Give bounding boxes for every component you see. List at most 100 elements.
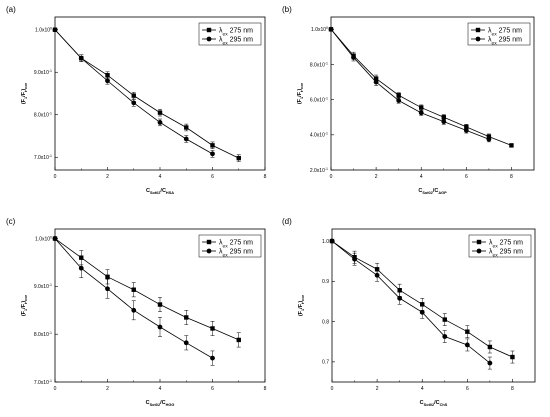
x-tick-label: 6 bbox=[211, 386, 214, 392]
legend-label: λex 295 nm bbox=[489, 249, 523, 259]
data-point bbox=[131, 93, 136, 98]
data-point bbox=[78, 265, 84, 271]
y-tick-label: 8.0x10-1 bbox=[310, 61, 328, 68]
y-tick-label: 9.0x10-1 bbox=[34, 69, 52, 76]
data-point bbox=[328, 26, 334, 32]
data-point bbox=[464, 342, 470, 348]
y-axis-label: (F1/Ft)cor bbox=[21, 82, 28, 104]
y-tick-label: 8.0x10-1 bbox=[34, 331, 52, 338]
legend-box bbox=[198, 22, 262, 46]
chart-panel: (d) 0 2 4 6 8 0.7 0.8 0.9 1.0 CSot02/CChS (F1/Ft)co… bbox=[282, 217, 536, 407]
data-point bbox=[210, 326, 215, 331]
x-tick-label: 2 bbox=[375, 174, 378, 180]
data-point bbox=[487, 344, 493, 350]
data-point bbox=[463, 128, 469, 133]
y-tick-label: 0.8 bbox=[322, 319, 329, 325]
x-axis-label: CSot02/CHGG bbox=[146, 400, 175, 407]
data-point bbox=[183, 136, 189, 142]
legend-box bbox=[198, 234, 262, 258]
data-point bbox=[105, 274, 110, 280]
data-point bbox=[105, 73, 110, 78]
plot-frame bbox=[330, 16, 535, 171]
series-line bbox=[54, 238, 239, 341]
x-tick-label: 4 bbox=[421, 386, 424, 392]
chart-panel: (c) 0 2 4 6 8 7.0x10-1 8.0x10-1 9.0x10-1 1.0x100 C… bbox=[6, 217, 267, 407]
legend-marker bbox=[475, 27, 481, 33]
y-tick-label: 0.7 bbox=[322, 360, 329, 366]
data-point bbox=[486, 136, 492, 142]
x-tick-label: 6 bbox=[211, 174, 214, 180]
data-point bbox=[464, 124, 469, 130]
x-tick-label: 2 bbox=[106, 174, 109, 180]
x-tick-label: 4 bbox=[159, 386, 162, 392]
series-line bbox=[331, 240, 491, 364]
legend-label: λex 295 nm bbox=[488, 37, 522, 47]
y-tick-label: 2.0x10-1 bbox=[310, 167, 328, 174]
x-tick-label: 8 bbox=[510, 174, 513, 180]
x-axis-label: CSot02/CAGP bbox=[418, 188, 447, 195]
x-axis-label: CSot02/CHSA bbox=[146, 188, 174, 195]
data-point bbox=[465, 329, 470, 334]
legend-label: λex 275 nm bbox=[488, 28, 522, 38]
legend-label: λex 275 nm bbox=[489, 240, 523, 250]
y-tick-label: 9.0x10-1 bbox=[34, 283, 52, 290]
legend-label: λex 295 nm bbox=[219, 249, 253, 259]
data-point bbox=[131, 307, 137, 313]
x-tick-label: 0 bbox=[54, 174, 57, 180]
y-tick-label: 1.0 bbox=[322, 239, 329, 245]
x-tick-label: 0 bbox=[330, 174, 333, 180]
y-tick-label: 4.0x10-1 bbox=[310, 132, 328, 139]
legend-marker bbox=[476, 248, 482, 254]
legend-box bbox=[467, 22, 531, 46]
data-point bbox=[351, 55, 356, 60]
data-point bbox=[157, 302, 163, 307]
data-point bbox=[105, 286, 110, 292]
data-point bbox=[419, 309, 425, 315]
data-point bbox=[210, 143, 215, 148]
x-tick-label: 6 bbox=[466, 386, 469, 392]
x-tick-label: 4 bbox=[420, 174, 423, 180]
data-point bbox=[352, 256, 357, 262]
x-tick-label: 8 bbox=[264, 174, 267, 180]
data-point bbox=[78, 55, 84, 61]
data-point bbox=[157, 120, 163, 125]
series-line bbox=[54, 29, 213, 155]
x-tick-label: 2 bbox=[106, 386, 109, 392]
chart-panel: (a) 0 2 4 6 8 7.0x10-1 8.0x10-1 9.0x10-1 1.0x100 C… bbox=[6, 5, 267, 195]
data-point bbox=[442, 334, 448, 339]
data-point bbox=[397, 288, 402, 293]
data-point bbox=[396, 93, 401, 98]
legend-marker bbox=[206, 248, 212, 254]
legend-marker bbox=[206, 239, 212, 245]
x-tick-label: 4 bbox=[159, 174, 162, 180]
x-tick-label: 8 bbox=[511, 386, 514, 392]
legend-label: λex 275 nm bbox=[219, 28, 253, 38]
data-point bbox=[184, 125, 189, 130]
data-point bbox=[105, 78, 110, 84]
x-tick-label: 0 bbox=[331, 386, 334, 392]
legend-label: λex 295 nm bbox=[219, 37, 253, 47]
data-point bbox=[210, 355, 215, 361]
panel-label: (c) bbox=[6, 217, 16, 226]
data-point bbox=[184, 315, 189, 320]
legend-marker bbox=[476, 239, 482, 245]
data-point bbox=[373, 79, 379, 85]
legend-marker bbox=[206, 36, 212, 42]
data-point bbox=[419, 105, 424, 110]
y-tick-label: 1.0x100 bbox=[311, 26, 328, 33]
y-tick-label: 0.9 bbox=[322, 279, 329, 285]
data-point bbox=[52, 236, 58, 241]
data-point bbox=[396, 98, 402, 103]
y-tick-label: 1.0x100 bbox=[35, 27, 52, 34]
data-point bbox=[418, 110, 424, 116]
y-tick-label: 6.0x10-1 bbox=[310, 96, 328, 103]
data-point bbox=[397, 295, 403, 301]
legend-label: λex 275 nm bbox=[219, 240, 253, 250]
data-point bbox=[420, 302, 425, 307]
panel-label: (a) bbox=[6, 5, 16, 14]
data-point bbox=[79, 255, 84, 260]
data-point bbox=[487, 360, 493, 366]
y-axis-label: (F1/Ft)cor bbox=[298, 294, 305, 316]
data-point bbox=[157, 110, 163, 115]
